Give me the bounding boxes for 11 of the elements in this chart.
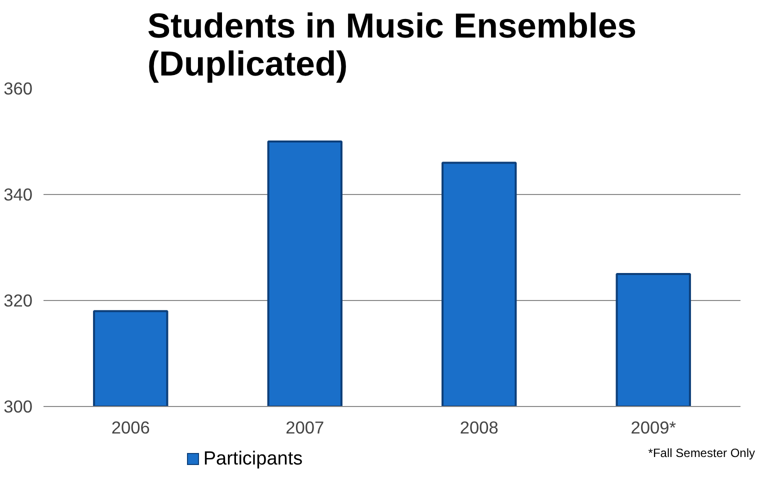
chart-title: Students in Music Ensembles (Duplicated) — [147, 8, 637, 84]
legend-label: Participants — [203, 448, 303, 470]
x-tick-label: 2007 — [286, 418, 324, 438]
y-tick-label: 360 — [4, 78, 33, 98]
x-tick-label: 2009* — [630, 418, 676, 438]
x-tick-label: 2006 — [111, 418, 150, 438]
y-tick-label: 300 — [4, 396, 33, 416]
x-tick-label: 2008 — [460, 418, 498, 438]
y-tick-label: 340 — [4, 184, 33, 204]
y-tick-label: 320 — [4, 290, 33, 310]
text: *Fall Semester Only — [648, 445, 755, 462]
